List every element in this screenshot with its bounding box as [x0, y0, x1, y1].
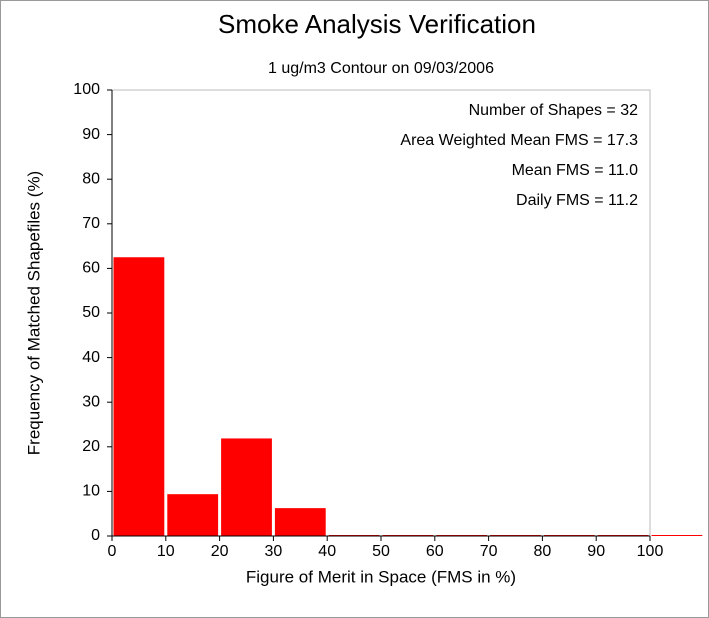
x-tick-label: 80: [534, 543, 552, 560]
bar: [221, 438, 272, 536]
annotation: Daily FMS = 11.2: [516, 192, 638, 209]
y-tick-label: 20: [82, 438, 100, 455]
x-tick-label: 0: [108, 543, 117, 560]
x-axis-label: Figure of Merit in Space (FMS in %): [246, 567, 516, 586]
annotation: Area Weighted Mean FMS = 17.3: [400, 132, 638, 149]
y-tick-label: 70: [82, 215, 100, 232]
annotation: Mean FMS = 11.0: [512, 162, 639, 179]
bar: [274, 508, 326, 536]
x-tick-label: 60: [426, 543, 444, 560]
y-tick-label: 90: [82, 126, 100, 143]
y-tick-label: 0: [91, 527, 100, 544]
x-tick-label: 100: [637, 543, 664, 560]
y-tick-label: 80: [82, 170, 100, 187]
x-tick-label: 90: [587, 543, 605, 560]
y-tick-label: 50: [82, 304, 100, 321]
y-tick-label: 10: [82, 483, 100, 500]
x-tick-label: 30: [265, 543, 283, 560]
bar: [651, 535, 703, 536]
annotation: Number of Shapes = 32: [469, 102, 639, 119]
x-tick-label: 50: [372, 543, 390, 560]
y-tick-label: 60: [82, 260, 100, 277]
y-tick-label: 30: [82, 393, 100, 410]
chart-subtitle: 1 ug/m3 Contour on 09/03/2006: [268, 60, 494, 77]
bar: [113, 257, 165, 536]
x-tick-label: 70: [480, 543, 498, 560]
y-tick-label: 40: [82, 349, 100, 366]
y-axis-label: Frequency of Matched Shapefiles (%): [24, 171, 43, 455]
x-tick-label: 10: [157, 543, 175, 560]
x-tick-label: 40: [318, 543, 336, 560]
bar: [167, 494, 219, 536]
x-tick-label: 20: [211, 543, 229, 560]
y-tick-label: 100: [73, 81, 100, 98]
chart-title: Smoke Analysis Verification: [218, 9, 536, 39]
